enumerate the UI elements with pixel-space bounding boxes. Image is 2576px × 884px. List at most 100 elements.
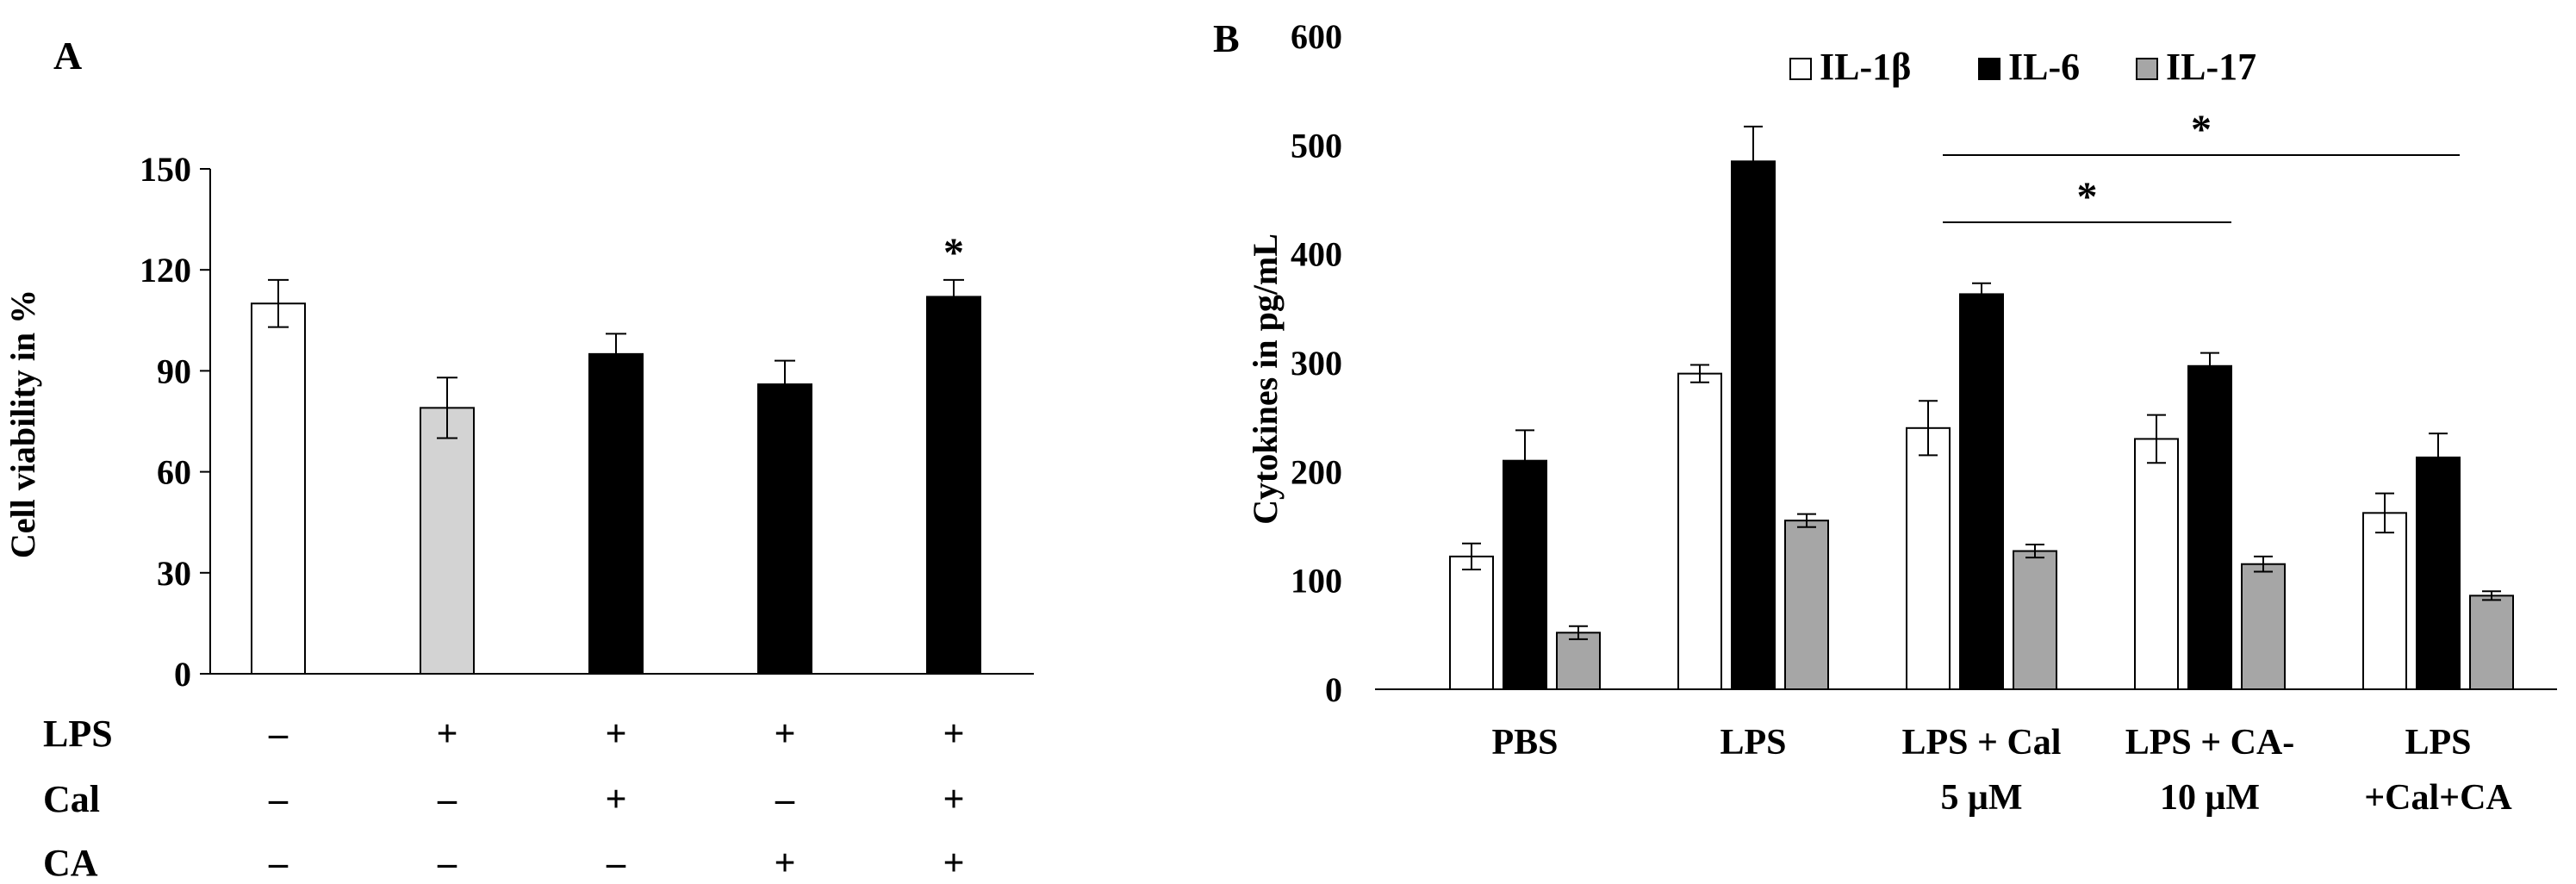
y-tick-label: 90	[157, 352, 191, 390]
y-tick-label: 30	[157, 554, 191, 593]
bar	[2469, 595, 2514, 690]
treatment-row-cal: Cal – – + – +	[43, 778, 965, 820]
series-il-17	[1556, 513, 2514, 691]
series-il-1-	[1449, 364, 2407, 691]
treatment-row-lps: LPS – + + + +	[43, 713, 965, 755]
legend-item: IL-1β	[1789, 46, 1911, 88]
x-category-label: LPS +Cal+CA	[2364, 723, 2512, 818]
bar	[1731, 160, 1776, 691]
significance-star: *	[2077, 174, 2098, 220]
error-bar	[1744, 125, 1763, 197]
treatment-mark: –	[268, 778, 289, 820]
treatment-mark: +	[943, 842, 964, 884]
legend: IL-1β IL-6 IL-17	[1789, 46, 2256, 88]
treatment-mark: –	[268, 713, 289, 755]
panel-a-label: A	[53, 34, 82, 78]
treatment-mark: +	[943, 778, 964, 820]
legend-item: IL-6	[1978, 46, 2080, 88]
bar	[1677, 372, 1722, 690]
error-bar	[2375, 492, 2394, 534]
panel-a-y-axis-label: Cell viability in %	[3, 289, 42, 558]
bar-1	[251, 302, 306, 675]
error-bar-3	[606, 333, 626, 376]
treatment-row-ca: CA – – – + +	[43, 842, 965, 884]
y-tick-label: 400	[1291, 235, 1342, 274]
error-bar	[1919, 400, 1938, 457]
significance-bracket: *	[1943, 174, 2231, 223]
error-bar	[1462, 542, 1481, 571]
bar	[1503, 459, 1547, 690]
treatment-mark: +	[605, 713, 626, 755]
y-tick-label: 0	[1325, 670, 1342, 709]
panel-b-label: B	[1213, 16, 1240, 60]
significance-star: *	[2191, 107, 2212, 153]
error-bar-5	[943, 278, 964, 314]
y-tick-label: 100	[1291, 562, 1342, 601]
treatment-mark: +	[605, 778, 626, 820]
x-category-label: LPS + Cal 5 μM	[1902, 723, 2062, 818]
x-category-label-line: LPS	[1720, 723, 1786, 763]
error-bar-4	[775, 359, 795, 409]
x-category-label: PBS	[1491, 723, 1558, 763]
x-category-label: LPS + CA- 10 μM	[2125, 723, 2295, 818]
treatment-mark: +	[774, 713, 795, 755]
y-tick-label: 500	[1291, 126, 1342, 165]
legend-swatch	[2136, 58, 2158, 80]
bar	[2241, 563, 2286, 691]
bar-3	[588, 352, 644, 675]
treatment-mark: –	[437, 778, 457, 820]
error-bar	[1690, 364, 1709, 383]
series-il-6	[1503, 125, 2461, 691]
error-bar	[1797, 513, 1816, 528]
bar-4	[757, 383, 812, 675]
x-category-label-line: 5 μM	[1941, 778, 2023, 818]
y-tick-label: 300	[1291, 344, 1342, 383]
y-tick-label: 200	[1291, 452, 1342, 491]
y-tick-label: 0	[174, 655, 191, 694]
error-bar	[1972, 282, 1991, 307]
error-bar	[1515, 429, 1534, 493]
treatment-mark: +	[774, 842, 795, 884]
legend-item: IL-17	[2136, 46, 2256, 88]
x-category-label-line: LPS + Cal	[1902, 723, 2062, 763]
treatment-label: Cal	[43, 778, 100, 820]
x-category-label-line: +Cal+CA	[2364, 778, 2512, 818]
error-bar-2	[437, 377, 457, 439]
treatment-mark: –	[775, 778, 795, 820]
error-bar	[2429, 433, 2448, 482]
error-bar	[2200, 352, 2219, 380]
bars	[1449, 125, 2514, 691]
error-bar	[2025, 543, 2044, 559]
bar	[1906, 426, 1951, 690]
treatment-mark: –	[437, 842, 457, 884]
bar-2	[420, 407, 475, 675]
panel-b: B Cytokines in pg/mL 0 100 200 300 400 500 600…	[1213, 16, 2557, 818]
bar	[2416, 456, 2461, 690]
error-bar	[1569, 625, 1588, 640]
x-category-label-line: PBS	[1491, 723, 1558, 763]
significance-bracket: *	[1943, 107, 2460, 156]
legend-label: IL-1β	[1820, 46, 1911, 88]
treatment-mark: –	[606, 842, 626, 884]
legend-swatch	[1978, 58, 2000, 80]
treatment-mark: +	[943, 713, 964, 755]
bar	[2134, 438, 2179, 690]
x-category-label-line: 10 μM	[2160, 778, 2260, 818]
legend-swatch	[1789, 58, 1812, 80]
treatment-label: CA	[43, 842, 98, 884]
bar	[1959, 293, 2004, 690]
error-bar-1	[268, 278, 289, 328]
bar	[1449, 555, 1494, 691]
legend-label: IL-6	[2008, 46, 2080, 88]
panel-b-y-axis-label: Cytokines in pg/mL	[1246, 233, 1285, 525]
error-bar	[2482, 590, 2501, 601]
x-category-label-line: LPS + CA-	[2125, 723, 2295, 763]
y-tick-label: 120	[140, 251, 191, 289]
bar	[2013, 550, 2057, 690]
treatment-mark: –	[268, 842, 289, 884]
y-tick-label: 600	[1291, 17, 1342, 56]
bar-5	[926, 296, 981, 675]
error-bar	[2254, 555, 2273, 573]
x-category-label: LPS	[1720, 723, 1786, 763]
